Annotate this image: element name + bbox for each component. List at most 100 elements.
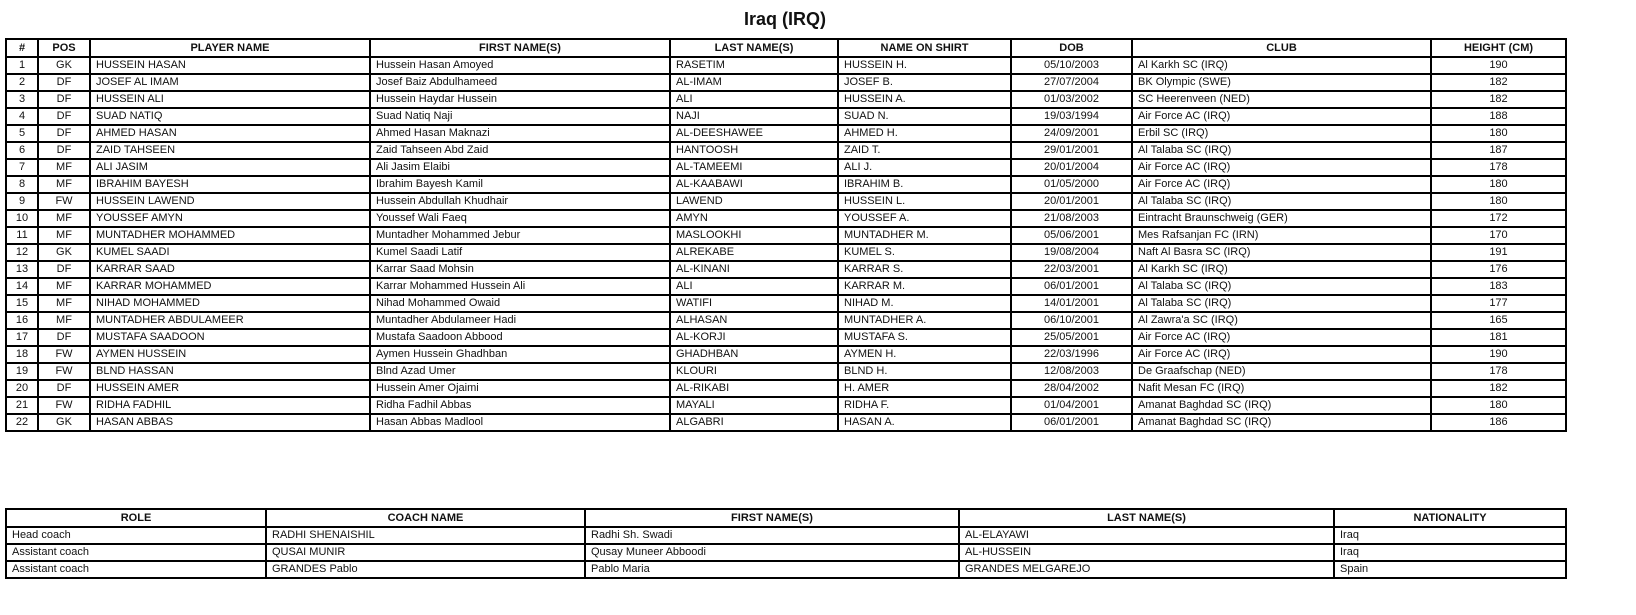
cell-height: 180 [1430,396,1567,415]
cell-height: 176 [1430,260,1567,279]
cell-name-on-shirt: AYMEN H. [837,345,1012,364]
column-header-first-names: FIRST NAME(S) [369,38,671,58]
table-row: 1 GK HUSSEIN HASAN Hussein Hasan Amoyed RASE… [5,56,1567,75]
cell-club: Erbil SC (IRQ) [1131,124,1432,143]
cell-number: 20 [5,379,39,398]
cell-player-name: HUSSEIN LAWEND [89,192,371,211]
cell-first-names: Nihad Mohammed Owaid [369,294,671,313]
cell-player-name: KUMEL SAADI [89,243,371,262]
players-header-row: # POS PLAYER NAME FIRST NAME(S) LAST NAME(S)… [5,38,1567,58]
cell-last-names: AMYN [669,209,839,228]
column-header-name-on-shirt: NAME ON SHIRT [837,38,1012,58]
cell-name-on-shirt: KARRAR S. [837,260,1012,279]
cell-height: 170 [1430,226,1567,245]
cell-first-names: Hussein Amer Ojaimi [369,379,671,398]
cell-first-names: Muntadher Mohammed Jebur [369,226,671,245]
cell-dob: 05/06/2001 [1010,226,1133,245]
cell-height: 190 [1430,345,1567,364]
table-row: 21 FW RIDHA FADHIL Ridha Fadhil Abbas MAYALI… [5,396,1567,415]
cell-last-names: GRANDES MELGAREJO [958,560,1335,579]
cell-height: 180 [1430,124,1567,143]
table-row: 19 FW BLND HASSAN Blnd Azad Umer KLOURI BLND … [5,362,1567,381]
cell-number: 19 [5,362,39,381]
cell-height: 186 [1430,413,1567,432]
cell-club: Air Force AC (IRQ) [1131,175,1432,194]
cell-height: 182 [1430,90,1567,109]
cell-dob: 22/03/1996 [1010,345,1133,364]
cell-first-names: Karrar Mohammed Hussein Ali [369,277,671,296]
cell-club: Air Force AC (IRQ) [1131,345,1432,364]
cell-player-name: ZAID TAHSEEN [89,141,371,160]
cell-dob: 25/05/2001 [1010,328,1133,347]
cell-height: 187 [1430,141,1567,160]
cell-first-names: Ridha Fadhil Abbas [369,396,671,415]
cell-dob: 01/03/2002 [1010,90,1133,109]
cell-dob: 24/09/2001 [1010,124,1133,143]
cell-name-on-shirt: HUSSEIN H. [837,56,1012,75]
cell-name-on-shirt: ALI J. [837,158,1012,177]
cell-club: Amanat Baghdad SC (IRQ) [1131,413,1432,432]
cell-position: DF [37,379,91,398]
cell-player-name: YOUSSEF AMYN [89,209,371,228]
cell-number: 2 [5,73,39,92]
cell-last-names: HANTOOSH [669,141,839,160]
cell-last-names: ALHASAN [669,311,839,330]
cell-last-names: LAWEND [669,192,839,211]
cell-number: 17 [5,328,39,347]
cell-height: 180 [1430,175,1567,194]
table-row: 22 GK HASAN ABBAS Hasan Abbas Madlool ALGABR… [5,413,1567,432]
cell-name-on-shirt: MUNTADHER M. [837,226,1012,245]
cell-dob: 20/01/2004 [1010,158,1133,177]
column-header-dob: DOB [1010,38,1133,58]
table-row: 8 MF IBRAHIM BAYESH Ibrahim Bayesh Kamil AL-… [5,175,1567,194]
column-header-position: POS [37,38,91,58]
table-row: 2 DF JOSEF AL IMAM Josef Baiz Abdulhameed AL… [5,73,1567,92]
cell-dob: 14/01/2001 [1010,294,1133,313]
cell-number: 3 [5,90,39,109]
cell-number: 16 [5,311,39,330]
staff-header-row: ROLE COACH NAME FIRST NAME(S) LAST NAME(S) N… [5,508,1567,528]
column-header-role: ROLE [5,508,267,528]
cell-number: 1 [5,56,39,75]
cell-club: Nafit Mesan FC (IRQ) [1131,379,1432,398]
cell-name-on-shirt: JOSEF B. [837,73,1012,92]
cell-first-names: Ali Jasim Elaibi [369,158,671,177]
cell-height: 177 [1430,294,1567,313]
cell-role: Assistant coach [5,543,267,562]
cell-position: FW [37,362,91,381]
cell-club: Eintracht Braunschweig (GER) [1131,209,1432,228]
table-row: 7 MF ALI JASIM Ali Jasim Elaibi AL-TAMEEMI AL… [5,158,1567,177]
table-row: 3 DF HUSSEIN ALI Hussein Haydar Hussein ALI H… [5,90,1567,109]
cell-last-names: MASLOOKHI [669,226,839,245]
page-title: Iraq (IRQ) [743,9,826,29]
cell-club: Mes Rafsanjan FC (IRN) [1131,226,1432,245]
cell-dob: 27/07/2004 [1010,73,1133,92]
cell-number: 14 [5,277,39,296]
cell-first-names: Radhi Sh. Swadi [584,526,960,545]
cell-position: DF [37,90,91,109]
cell-last-names: MAYALI [669,396,839,415]
column-header-number: # [5,38,39,58]
table-row: 13 DF KARRAR SAAD Karrar Saad Mohsin AL-KINA… [5,260,1567,279]
cell-position: DF [37,141,91,160]
cell-dob: 01/04/2001 [1010,396,1133,415]
table-row: 17 DF MUSTAFA SAADOON Mustafa Saadoon Abboo… [5,328,1567,347]
cell-player-name: AHMED HASAN [89,124,371,143]
cell-first-names: Pablo Maria [584,560,960,579]
cell-player-name: AYMEN HUSSEIN [89,345,371,364]
cell-last-names: AL-ELAYAWI [958,526,1335,545]
cell-dob: 06/10/2001 [1010,311,1133,330]
cell-last-names: AL-DEESHAWEE [669,124,839,143]
cell-player-name: NIHAD MOHAMMED [89,294,371,313]
cell-club: Al Talaba SC (IRQ) [1131,192,1432,211]
cell-name-on-shirt: IBRAHIM B. [837,175,1012,194]
cell-position: MF [37,175,91,194]
cell-last-names: AL-HUSSEIN [958,543,1335,562]
cell-height: 183 [1430,277,1567,296]
cell-last-names: AL-KAABAWI [669,175,839,194]
cell-last-names: KLOURI [669,362,839,381]
table-row: 20 DF HUSSEIN AMER Hussein Amer Ojaimi AL-RI… [5,379,1567,398]
cell-last-names: AL-TAMEEMI [669,158,839,177]
cell-name-on-shirt: YOUSSEF A. [837,209,1012,228]
cell-dob: 05/10/2003 [1010,56,1133,75]
